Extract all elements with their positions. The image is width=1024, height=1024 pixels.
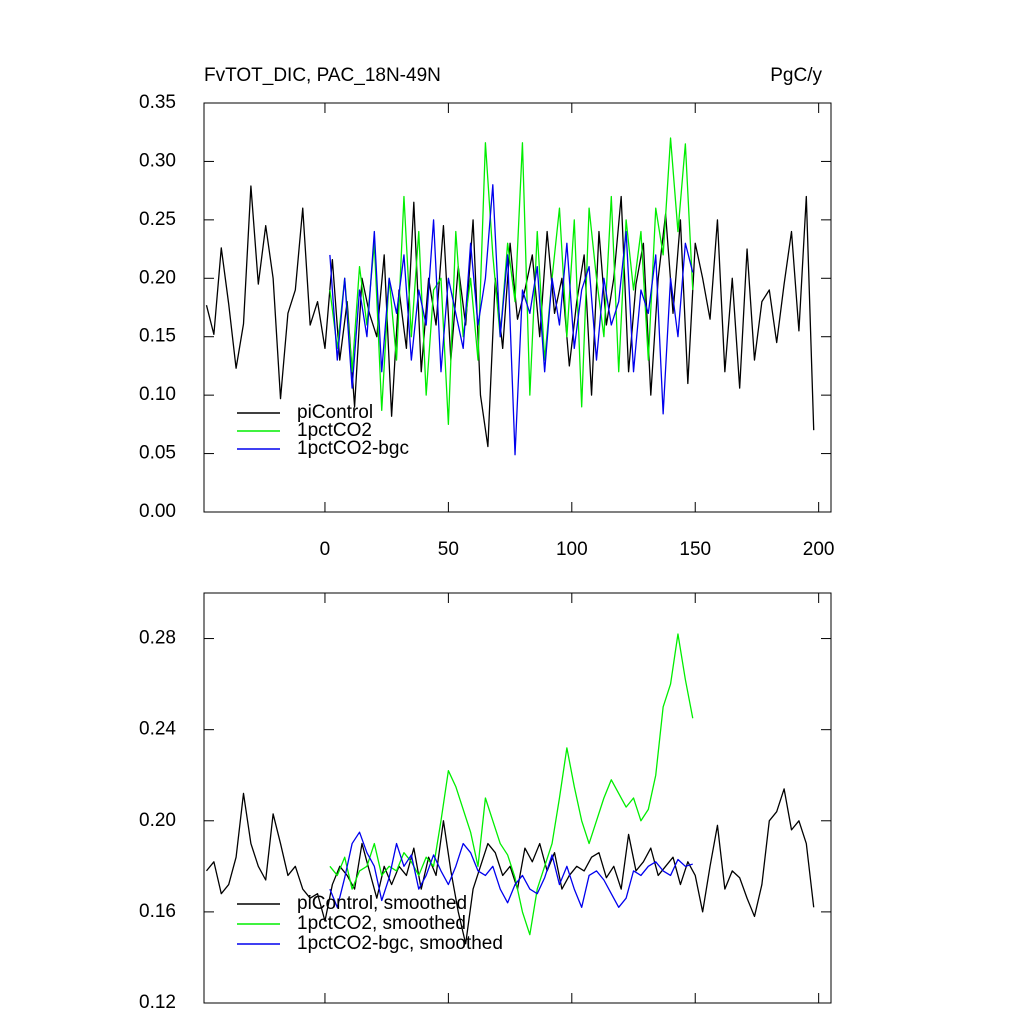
- x-tick-label: 0: [320, 539, 331, 560]
- series-line: [205, 185, 815, 448]
- series-line: [329, 831, 693, 908]
- y-tick-label: 0.28: [139, 628, 176, 649]
- legend-label: piControl: [297, 402, 373, 423]
- y-tick-label: 0.20: [139, 267, 176, 288]
- chart-title: FvTOT_DIC, PAC_18N-49N: [204, 65, 441, 86]
- series-line: [329, 633, 694, 936]
- x-tick-label: 200: [803, 539, 835, 560]
- y-tick-label: 0.30: [139, 150, 176, 171]
- x-tick-label: 150: [679, 539, 711, 560]
- x-tick-label: 100: [556, 539, 588, 560]
- legend-label: 1pctCO2, smoothed: [297, 913, 466, 934]
- legend-label: piControl, smoothed: [297, 893, 467, 914]
- y-tick-label: 0.25: [139, 209, 176, 230]
- y-tick-label: 0.16: [139, 901, 176, 922]
- series-line: [329, 137, 694, 426]
- y-tick-label: 0.24: [139, 719, 176, 740]
- y-tick-label: 0.00: [139, 501, 176, 522]
- y-tick-label: 0.35: [139, 92, 176, 113]
- y-tick-label: 0.20: [139, 810, 176, 831]
- y-tick-label: 0.15: [139, 326, 176, 347]
- legend-label: 1pctCO2-bgc: [297, 438, 409, 459]
- y-tick-label: 0.10: [139, 384, 176, 405]
- series-line: [205, 788, 815, 945]
- y-tick-label: 0.05: [139, 443, 176, 464]
- x-tick-label: 50: [438, 539, 459, 560]
- legend-label: 1pctCO2: [297, 420, 372, 441]
- units-label: PgC/y: [770, 65, 822, 86]
- plot-frame: [203, 102, 832, 513]
- y-tick-label: 0.12: [139, 992, 176, 1013]
- series-line: [329, 184, 694, 456]
- legend-label: 1pctCO2-bgc, smoothed: [297, 933, 503, 954]
- plot-frame: [203, 592, 832, 1004]
